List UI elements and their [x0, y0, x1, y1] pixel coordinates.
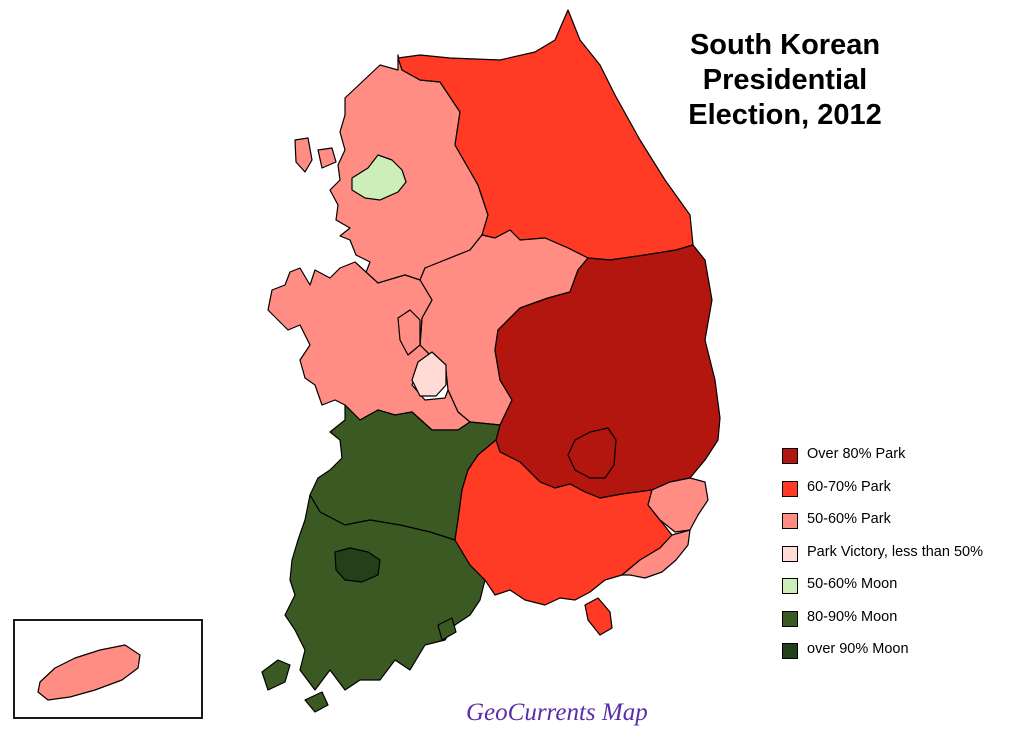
map-title-line: Election, 2012 — [688, 99, 882, 131]
legend-label: 80-90% Moon — [807, 608, 898, 625]
region-jeonnam — [284, 494, 486, 691]
legend-swatch — [782, 513, 798, 529]
legend-label: 60-70% Park — [807, 478, 891, 495]
region-gyeongnam-island — [584, 597, 613, 636]
legend-item: 80-90% Moon — [782, 609, 983, 642]
legend-label: Over 80% Park — [807, 446, 906, 462]
region-jeonnam-island — [261, 659, 291, 691]
legend-swatch — [782, 578, 798, 594]
region-gwangju — [334, 547, 381, 583]
legend-swatch — [782, 610, 798, 627]
legend-label: Park Victory, less than 50% — [807, 543, 983, 560]
region-gyeonggi-island — [294, 137, 313, 173]
legend-swatch — [782, 480, 798, 497]
map-title: South Korean Presidential Election, 2012 — [650, 28, 920, 133]
legend-swatch — [782, 643, 798, 659]
legend-swatch — [782, 448, 798, 464]
map-title-line: South Korean — [689, 29, 881, 61]
legend-label: 50-60% Moon — [807, 576, 898, 592]
legend-label: 50-60% Park — [807, 511, 891, 527]
legend-item: Over 80% Park — [782, 446, 983, 479]
region-jeju — [37, 644, 141, 701]
region-seoul — [351, 154, 407, 201]
region-busan — [621, 529, 691, 579]
region-gyeonggi-island — [317, 147, 337, 169]
legend-swatch — [782, 545, 798, 562]
legend-label: over 90% Moon — [807, 641, 909, 657]
map-credit: GeoCurrents Map — [466, 699, 648, 726]
legend: Over 80% Park 60-70% Park 50-60% Park Pa… — [782, 446, 983, 674]
region-jeonnam-island — [304, 691, 329, 713]
legend-item: 60-70% Park — [782, 479, 983, 512]
legend-item: 50-60% Park — [782, 511, 983, 544]
jeju-inset-frame — [13, 619, 203, 719]
map-title-line: Presidential — [702, 64, 868, 96]
region-jeonnam-island — [437, 617, 457, 641]
legend-item: over 90% Moon — [782, 641, 983, 674]
legend-item: 50-60% Moon — [782, 576, 983, 609]
region-daejeon — [411, 351, 447, 397]
region-daegu — [567, 427, 617, 479]
region-sejong — [397, 309, 421, 356]
region-ulsan — [647, 477, 709, 533]
legend-item: Park Victory, less than 50% — [782, 544, 983, 577]
region-gyeongnam — [454, 439, 673, 606]
